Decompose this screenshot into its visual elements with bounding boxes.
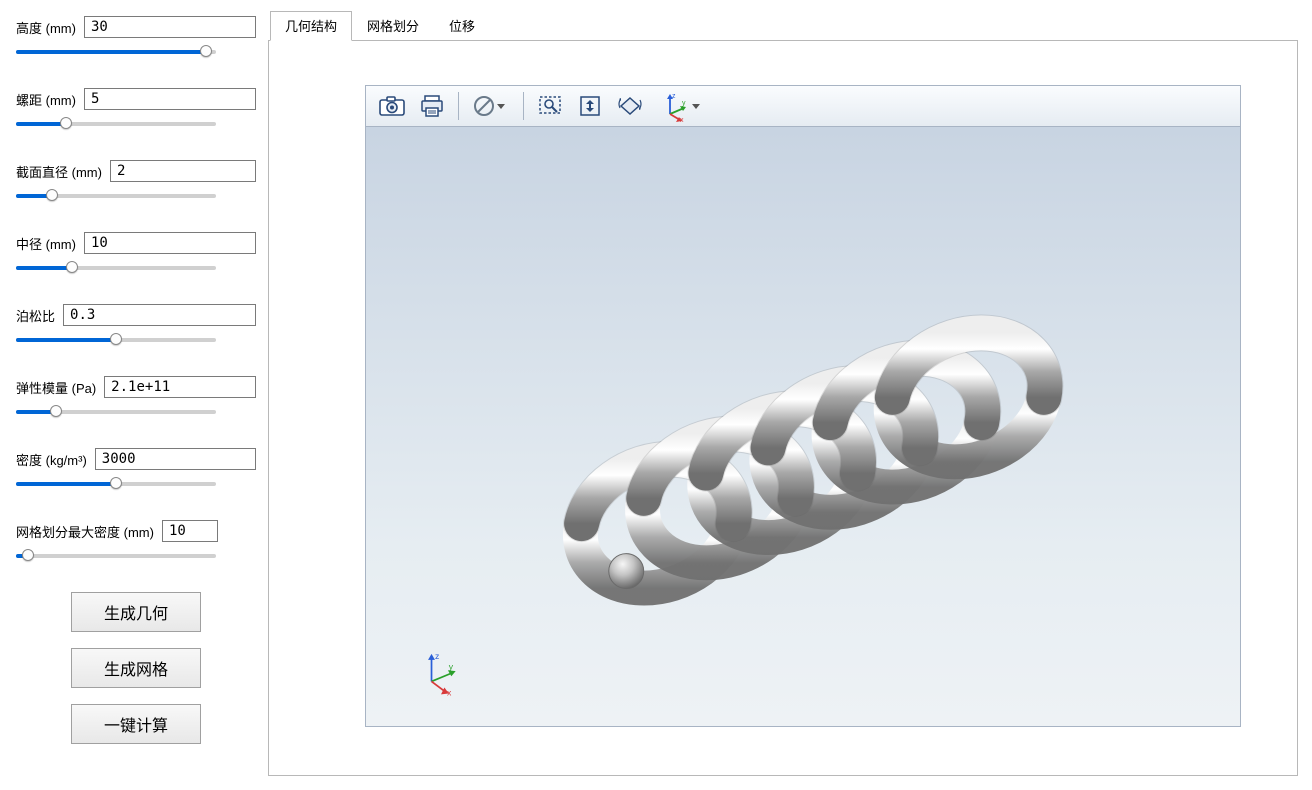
param-4: 泊松比 <box>16 304 256 346</box>
print-button[interactable] <box>414 90 450 122</box>
param-6: 密度 (kg/m³) <box>16 448 256 490</box>
param-label: 中径 (mm) <box>16 234 76 253</box>
param-label: 截面直径 (mm) <box>16 162 102 181</box>
action-buttons: 生成几何 生成网格 一键计算 <box>16 592 256 744</box>
dropdown-caret-icon <box>497 104 505 109</box>
zoom-window-button[interactable] <box>532 90 568 122</box>
main-area: 几何结构网格划分位移 <box>268 0 1312 790</box>
compute-button[interactable]: 一键计算 <box>71 704 201 744</box>
svg-text:y: y <box>682 100 686 107</box>
param-label: 高度 (mm) <box>16 18 76 37</box>
param-slider[interactable] <box>16 116 216 130</box>
param-input[interactable] <box>110 160 256 182</box>
param-input[interactable] <box>162 520 218 542</box>
axis-triad-button[interactable]: z y x <box>652 90 700 122</box>
param-0: 高度 (mm) <box>16 16 256 58</box>
spring-render <box>366 127 1240 726</box>
viewport-container: z y x <box>268 40 1298 776</box>
viewport-toolbar: z y x <box>365 85 1241 127</box>
param-5: 弹性模量 (Pa) <box>16 376 256 418</box>
param-label: 弹性模量 (Pa) <box>16 378 96 397</box>
param-slider[interactable] <box>16 332 216 346</box>
param-input[interactable] <box>84 16 256 38</box>
param-1: 螺距 (mm) <box>16 88 256 130</box>
toolbar-separator <box>523 92 524 120</box>
param-slider[interactable] <box>16 260 216 274</box>
dropdown-caret-icon <box>692 104 700 109</box>
param-3: 中径 (mm) <box>16 232 256 274</box>
view-tabs: 几何结构网格划分位移 <box>270 10 1298 40</box>
camera-snapshot-button[interactable] <box>374 90 410 122</box>
tab-2[interactable]: 位移 <box>434 11 490 41</box>
axis-z-label: z <box>435 651 439 661</box>
toolbar-separator <box>458 92 459 120</box>
parameters-sidebar: 高度 (mm) 螺距 (mm) 截面直径 (mm) 中径 (mm) 泊松比弹性模量 (P… <box>0 0 268 790</box>
tab-1[interactable]: 网格划分 <box>352 11 434 41</box>
param-slider[interactable] <box>16 404 216 418</box>
param-2: 截面直径 (mm) <box>16 160 256 202</box>
rotate-view-button[interactable] <box>612 90 648 122</box>
axis-x-label: x <box>447 687 452 697</box>
param-label: 密度 (kg/m³) <box>16 450 87 469</box>
param-input[interactable] <box>95 448 256 470</box>
param-label: 网格划分最大密度 (mm) <box>16 522 154 541</box>
param-slider[interactable] <box>16 44 216 58</box>
svg-text:z: z <box>672 93 676 100</box>
param-label: 泊松比 <box>16 306 55 325</box>
param-input[interactable] <box>63 304 256 326</box>
tab-0[interactable]: 几何结构 <box>270 11 352 41</box>
svg-text:x: x <box>680 117 684 123</box>
param-slider[interactable] <box>16 476 216 490</box>
fit-view-button[interactable] <box>572 90 608 122</box>
cancel-button[interactable] <box>467 90 515 122</box>
param-slider[interactable] <box>16 188 216 202</box>
param-slider[interactable] <box>16 548 216 562</box>
param-7: 网格划分最大密度 (mm) <box>16 520 256 562</box>
param-input[interactable] <box>84 232 256 254</box>
axis-y-label: y <box>449 661 454 671</box>
generate-mesh-button[interactable]: 生成网格 <box>71 648 201 688</box>
generate-geometry-button[interactable]: 生成几何 <box>71 592 201 632</box>
3d-viewport[interactable]: z y x <box>365 127 1241 727</box>
param-input[interactable] <box>84 88 256 110</box>
axis-triad-overlay: z y x <box>416 647 466 700</box>
param-label: 螺距 (mm) <box>16 90 76 109</box>
param-input[interactable] <box>104 376 256 398</box>
